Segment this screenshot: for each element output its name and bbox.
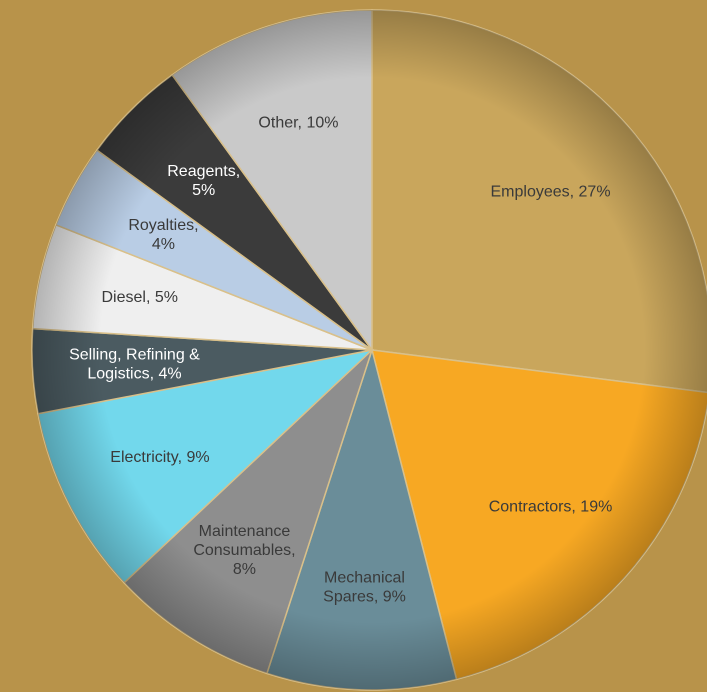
slice-label: Contractors, 19% <box>489 499 613 516</box>
slice-label: Electricity, 9% <box>110 449 209 466</box>
slice-label: Employees, 27% <box>490 184 610 201</box>
slice-label: Royalties, 4% <box>128 217 198 253</box>
slice-label: Reagents, 5% <box>167 163 240 199</box>
slice-label: Diesel, 5% <box>101 289 177 306</box>
slice-label: Selling, Refining & Logistics, 4% <box>69 347 200 383</box>
slice-label: Maintenance Consumables, 8% <box>193 523 295 578</box>
slice-label: Mechanical Spares, 9% <box>323 570 406 606</box>
slice-label: Other, 10% <box>258 115 338 132</box>
